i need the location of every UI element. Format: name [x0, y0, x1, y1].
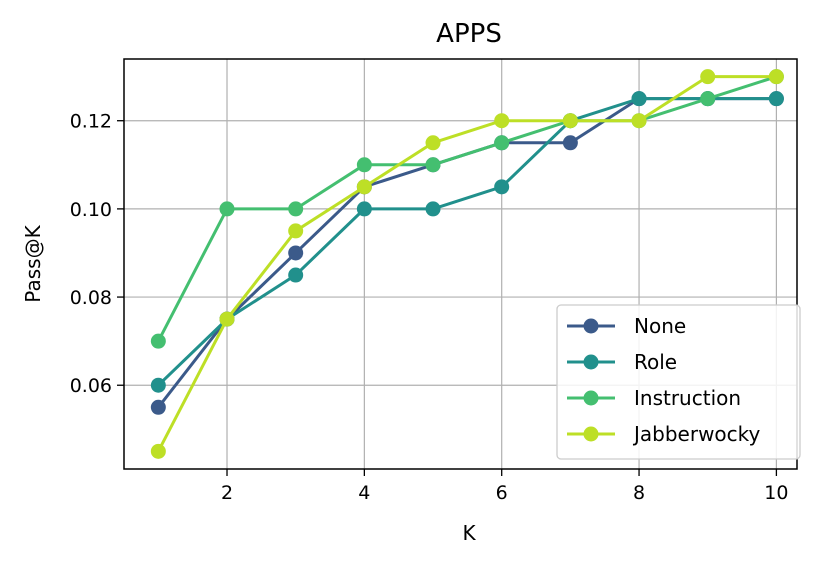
x-tick-label: 2 — [221, 482, 233, 504]
y-tick-label: 0.06 — [70, 375, 112, 397]
data-point-jabberwocky — [425, 135, 441, 151]
data-point-role — [288, 267, 304, 283]
plot-frame — [123, 58, 798, 470]
data-point-instruction — [494, 135, 510, 151]
data-point-jabberwocky — [768, 69, 784, 85]
data-point-instruction — [425, 157, 441, 173]
data-point-instruction — [288, 201, 304, 217]
data-point-role — [356, 201, 372, 217]
legend: None Role Instruction Jabberwocky — [556, 304, 801, 460]
x-axis-label: K — [462, 521, 476, 545]
y-axis-ticks: 0.06 0.08 0.10 0.12 — [70, 111, 124, 397]
data-point-none — [150, 399, 166, 415]
legend-marker — [583, 354, 599, 370]
x-tick-label: 8 — [633, 482, 645, 504]
data-point-jabberwocky — [494, 113, 510, 129]
x-tick-label: 6 — [496, 482, 508, 504]
data-point-role — [150, 377, 166, 393]
data-point-instruction — [700, 91, 716, 107]
legend-label: Jabberwocky — [632, 422, 761, 446]
y-tick-label: 0.12 — [70, 111, 112, 133]
data-point-role — [494, 179, 510, 195]
legend-label: Instruction — [634, 386, 741, 410]
data-point-jabberwocky — [150, 443, 166, 459]
data-point-instruction — [150, 333, 166, 349]
x-axis-ticks: 2 4 6 8 10 — [221, 469, 788, 504]
legend-item-jabberwocky: Jabberwocky — [567, 422, 761, 446]
x-tick-label: 4 — [358, 482, 370, 504]
y-tick-label: 0.08 — [70, 287, 112, 309]
legend-item-instruction: Instruction — [567, 386, 741, 410]
data-point-instruction — [219, 201, 235, 217]
legend-marker — [583, 426, 599, 442]
series-line-instruction — [157, 75, 777, 342]
legend-item-role: Role — [567, 350, 677, 374]
legend-item-none: None — [567, 314, 686, 338]
data-point-jabberwocky — [631, 113, 647, 129]
data-point-jabberwocky — [700, 69, 716, 85]
data-point-instruction — [356, 157, 372, 173]
legend-label: None — [634, 314, 686, 338]
data-point-jabberwocky — [356, 179, 372, 195]
legend-box — [556, 304, 801, 460]
data-point-role — [631, 91, 647, 107]
x-tick-label: 10 — [764, 482, 788, 504]
legend-label: Role — [634, 350, 677, 374]
series-jabberwocky — [150, 69, 784, 459]
series-layer — [150, 69, 784, 459]
y-tick-label: 0.10 — [70, 199, 112, 221]
data-point-jabberwocky — [219, 311, 235, 327]
data-point-none — [288, 245, 304, 261]
legend-marker — [583, 318, 599, 334]
data-point-role — [425, 201, 441, 217]
legend-marker — [583, 390, 599, 406]
y-axis-label: Pass@K — [21, 224, 45, 302]
data-point-jabberwocky — [562, 113, 578, 129]
data-point-jabberwocky — [288, 223, 304, 239]
series-line-jabberwocky — [157, 75, 777, 453]
chart-title: APPS — [436, 19, 502, 49]
data-point-role — [768, 91, 784, 107]
data-point-none — [562, 135, 578, 151]
